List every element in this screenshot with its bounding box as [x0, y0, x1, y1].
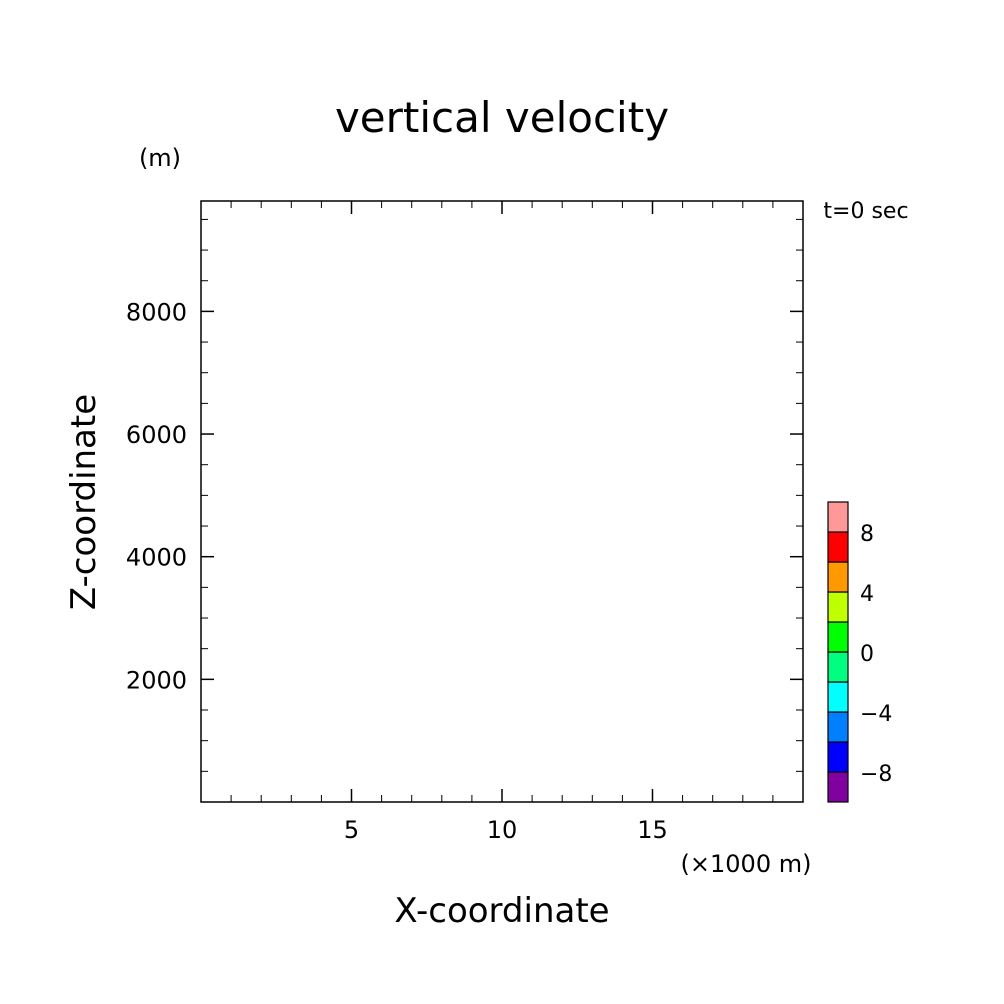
colorbar-label: 4	[860, 582, 874, 607]
colorbar-swatch	[827, 561, 849, 593]
x-tick-label: 15	[637, 816, 668, 844]
colorbar-swatch	[827, 501, 849, 533]
x-unit-label: (×1000 m)	[681, 850, 812, 878]
y-axis-label: Z-coordinate	[64, 394, 104, 610]
x-tick-label: 10	[487, 816, 518, 844]
colorbar-label: −8	[860, 762, 892, 787]
y-tick-label: 8000	[126, 298, 187, 326]
x-axis-label: X-coordinate	[394, 891, 609, 931]
colorbar-swatch	[827, 621, 849, 653]
colorbar: −8 −4 0 4 8	[827, 501, 892, 803]
y-tick-label: 4000	[126, 544, 187, 572]
time-label: t=0 sec	[823, 199, 908, 224]
colorbar-swatch	[827, 591, 849, 623]
colorbar-label: −4	[860, 702, 892, 727]
colorbar-swatch	[827, 531, 849, 563]
x-tick-label: 5	[344, 816, 359, 844]
plot-area	[200, 200, 804, 803]
y-tick-label: 2000	[126, 666, 187, 694]
colorbar-swatch	[827, 741, 849, 773]
y-unit-label: (m)	[139, 144, 181, 172]
colorbar-swatch	[827, 711, 849, 743]
colorbar-swatch	[827, 771, 849, 803]
colorbar-swatch	[827, 681, 849, 713]
axis-ticks: 5 10 15 2000 4000 6000 8000	[126, 201, 803, 844]
colorbar-swatch	[827, 651, 849, 683]
colorbar-label: 8	[860, 522, 874, 547]
chart-title: vertical velocity	[335, 93, 669, 142]
y-tick-label: 6000	[126, 421, 187, 449]
colorbar-label: 0	[860, 642, 874, 667]
